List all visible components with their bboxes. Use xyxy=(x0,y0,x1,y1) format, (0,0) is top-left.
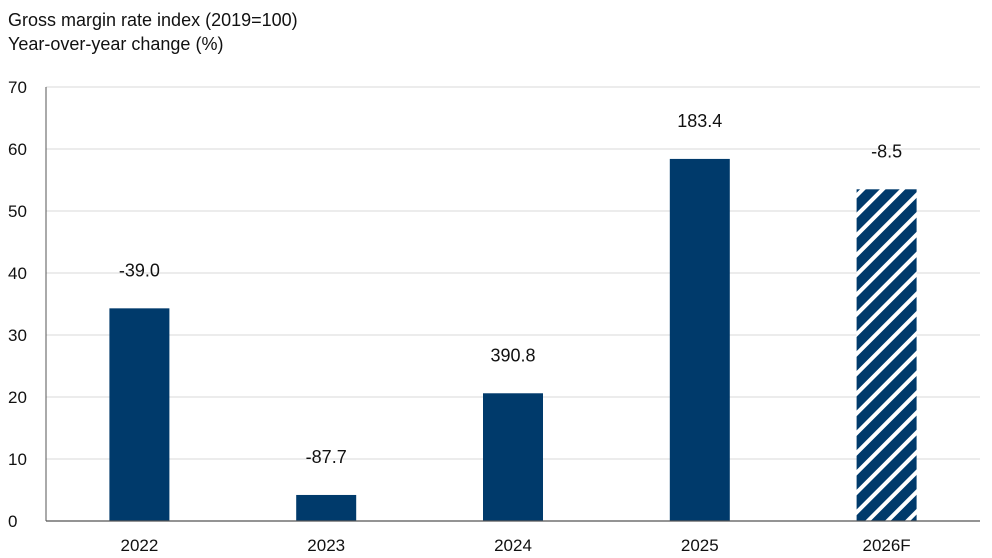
bar-2026f xyxy=(856,189,917,522)
gridlines xyxy=(46,86,980,460)
y-tick-label: 60 xyxy=(8,140,27,159)
x-tick-label: 2025 xyxy=(681,536,719,555)
x-tick-label: 2022 xyxy=(120,536,158,555)
y-tick-label: 0 xyxy=(8,512,17,531)
data-label: 183.4 xyxy=(677,111,722,131)
bar-2022 xyxy=(109,308,170,521)
chart-title: Gross margin rate index (2019=100) xyxy=(8,10,298,30)
chart-title-block: Gross margin rate index (2019=100) Year-… xyxy=(8,8,298,56)
x-tick-label: 2023 xyxy=(307,536,345,555)
y-tick-label: 10 xyxy=(8,450,27,469)
data-labels: -39.0 -87.7 390.8 183.4 -8.5 xyxy=(119,111,902,467)
y-tick-label: 70 xyxy=(8,78,27,97)
data-label: -8.5 xyxy=(871,141,902,161)
data-label: -87.7 xyxy=(306,447,347,467)
x-tick-label: 2024 xyxy=(494,536,532,555)
bar-2025 xyxy=(669,158,730,522)
x-tick-label: 2026F xyxy=(862,536,910,555)
data-label: 390.8 xyxy=(490,345,535,365)
y-tick-label: 40 xyxy=(8,264,27,283)
bar-2024 xyxy=(483,393,543,521)
bars xyxy=(109,158,917,522)
y-tick-label: 30 xyxy=(8,326,27,345)
bar-2023 xyxy=(296,494,357,521)
y-tick-label: 50 xyxy=(8,202,27,221)
x-axis: 2022 2023 2024 2025 2026F xyxy=(46,520,980,555)
data-label: -39.0 xyxy=(119,260,160,280)
y-axis: 0 10 20 30 40 50 60 70 xyxy=(8,78,47,531)
y-tick-label: 20 xyxy=(8,388,27,407)
chart-subtitle: Year-over-year change (%) xyxy=(8,34,224,54)
